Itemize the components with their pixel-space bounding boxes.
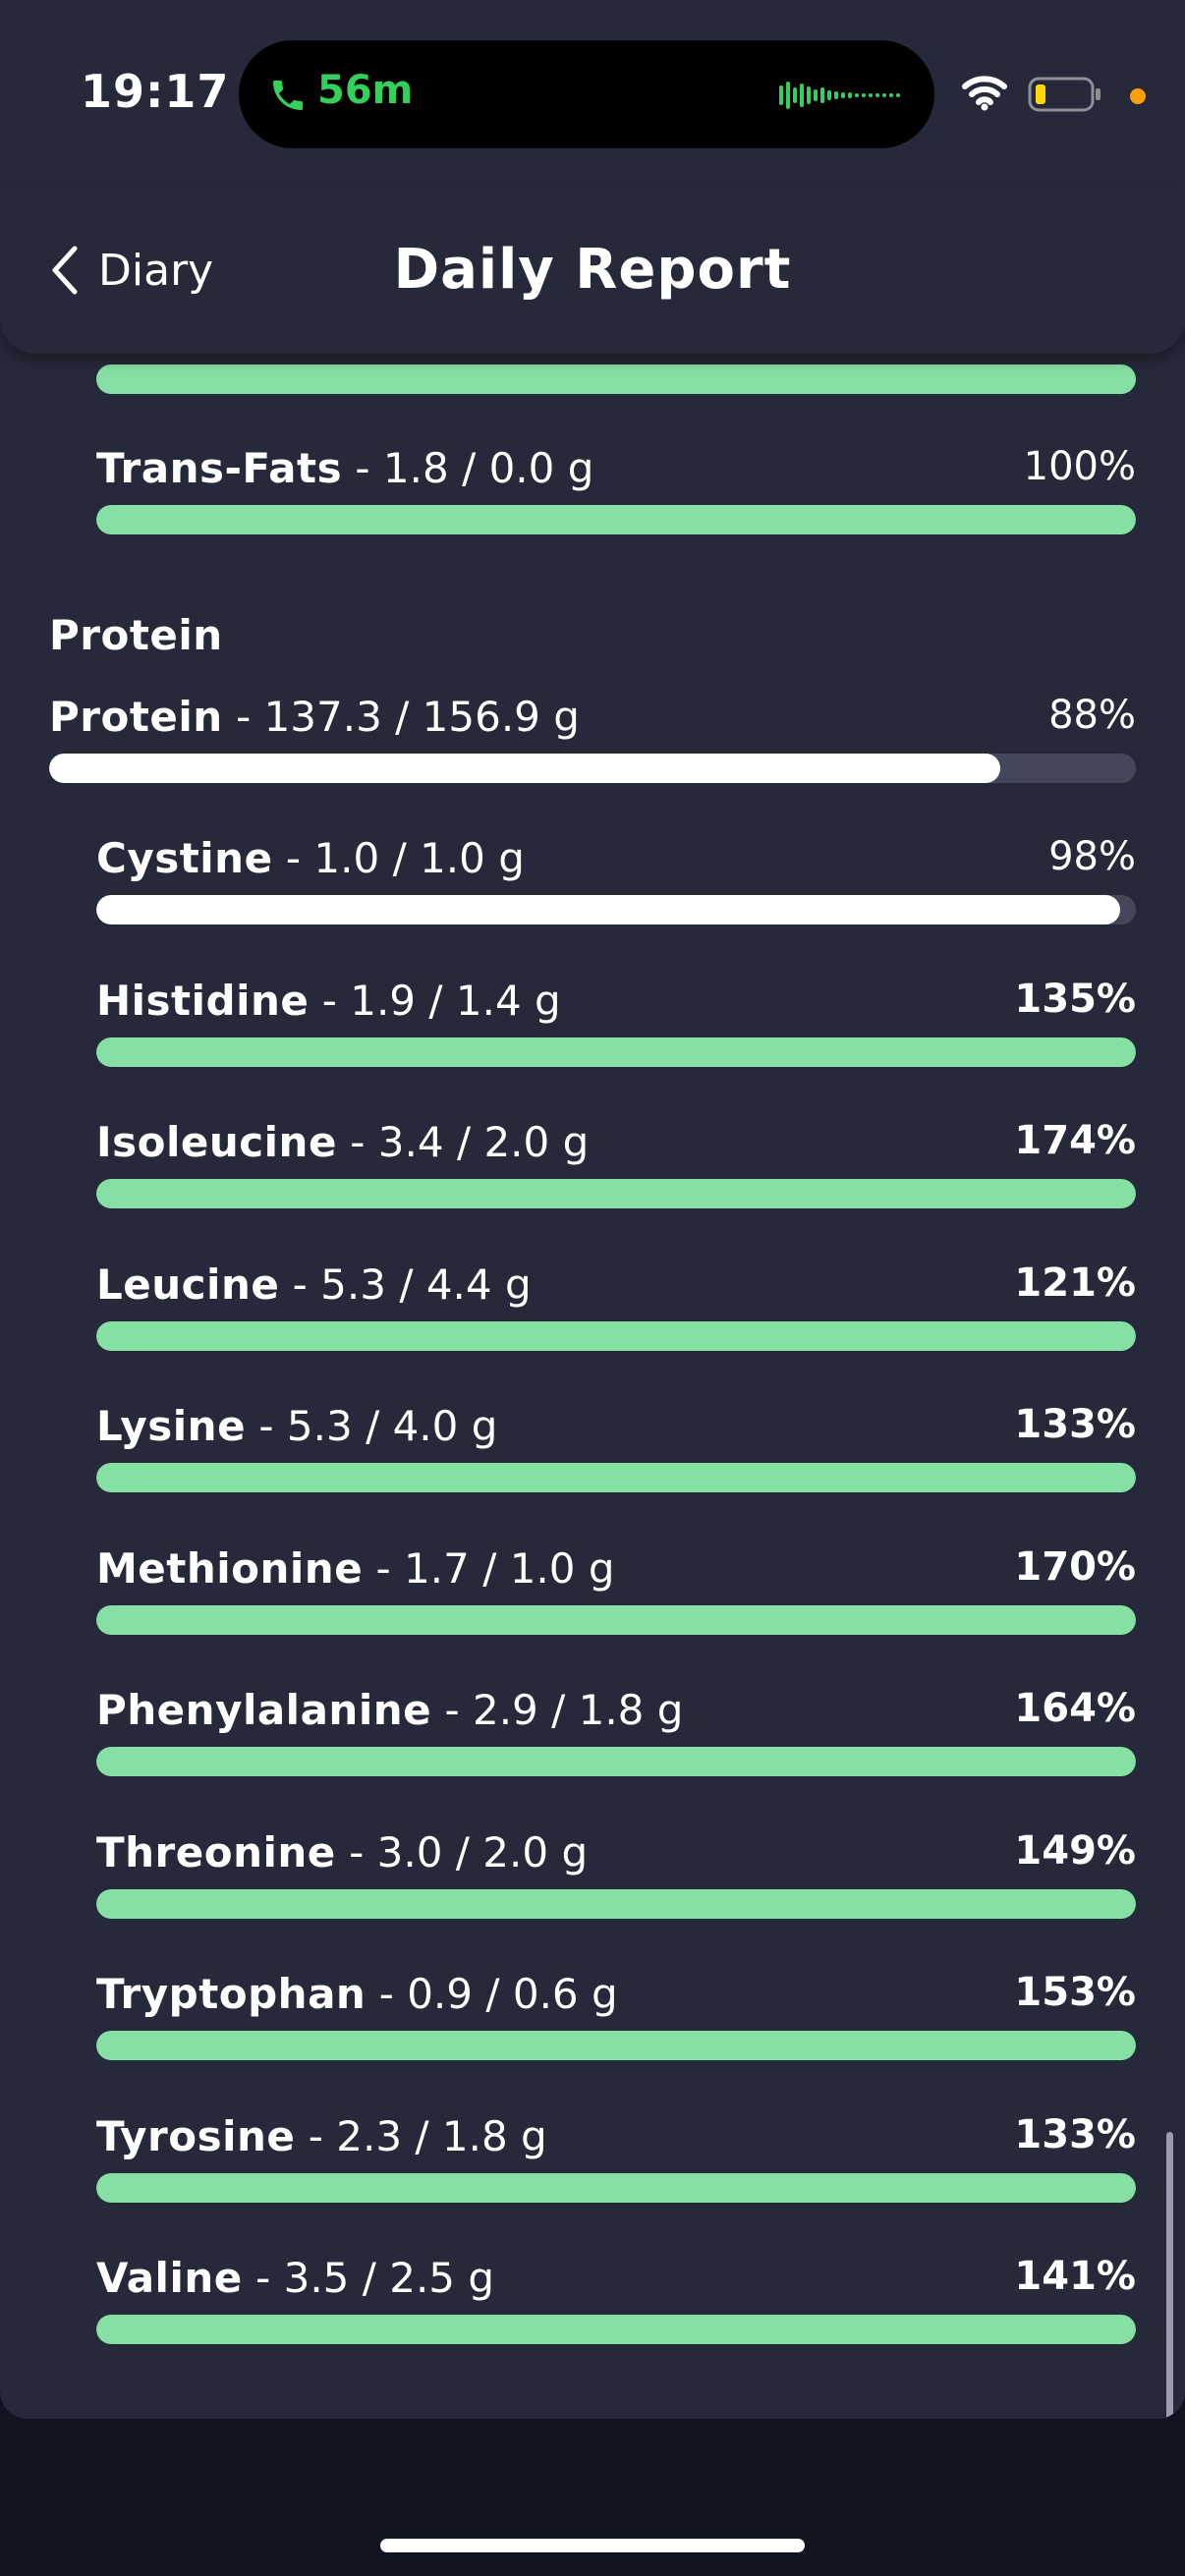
progress-fill (96, 2315, 1136, 2344)
progress-fill (96, 1321, 1136, 1351)
progress-fill (96, 2173, 1136, 2203)
nutrient-list[interactable]: Trans-Fats - 1.8 / 0.0 g 100% Protein Pr… (0, 0, 1185, 2419)
nutrient-row-cystine[interactable]: Cystine - 1.0 / 1.0 g 98% (96, 834, 1136, 924)
nutrient-percent: 121% (1014, 1260, 1136, 1306)
nutrient-row-threonine[interactable]: Threonine - 3.0 / 2.0 g 149% (96, 1828, 1136, 1919)
nutrient-amount: - 3.4 / 2.0 g (336, 1118, 590, 1166)
progress-track (96, 1463, 1136, 1492)
nutrient-percent: 133% (1014, 2112, 1136, 2157)
progress-track (96, 1605, 1136, 1635)
progress-track (96, 2031, 1136, 2060)
nutrient-percent: 133% (1014, 1402, 1136, 1447)
nutrient-name: Protein (49, 693, 223, 741)
nutrient-row-protein-total[interactable]: Protein - 137.3 / 156.9 g 88% (49, 693, 1136, 783)
audio-waveform-icon (779, 82, 900, 109)
nutrient-percent: 135% (1014, 977, 1136, 1022)
progress-fill (96, 1037, 1136, 1067)
battery-icon (1028, 77, 1100, 112)
nutrient-name: Phenylalanine (96, 1686, 432, 1734)
scroll-indicator[interactable] (1166, 2132, 1173, 2419)
nutrient-name: Isoleucine (96, 1118, 337, 1166)
nutrient-name: Tyrosine (96, 2112, 296, 2160)
progress-fill (96, 1889, 1136, 1919)
nutrient-percent: 149% (1014, 1828, 1136, 1874)
nutrient-row-histidine[interactable]: Histidine - 1.9 / 1.4 g 135% (96, 977, 1136, 1067)
nutrient-amount: - 0.9 / 0.6 g (366, 1970, 618, 2018)
nutrient-row-valine[interactable]: Valine - 3.5 / 2.5 g 141% (96, 2254, 1136, 2344)
phone-icon (273, 81, 303, 110)
nutrient-row-trans-fats[interactable]: Trans-Fats - 1.8 / 0.0 g 100% (96, 444, 1136, 534)
nutrient-amount: - 5.3 / 4.4 g (279, 1260, 532, 1309)
navigation-bar: Diary Daily Report (0, 187, 1185, 354)
progress-fill (96, 895, 1121, 924)
progress-track (96, 1179, 1136, 1208)
progress-fill (49, 754, 1000, 783)
section-title-protein: Protein (49, 611, 223, 659)
nutrient-percent: 153% (1014, 1970, 1136, 2015)
nutrient-row-phenylalanine[interactable]: Phenylalanine - 2.9 / 1.8 g 164% (96, 1686, 1136, 1776)
progress-track (96, 1889, 1136, 1919)
status-bar: 19:17 56m (0, 0, 1185, 187)
nutrient-name: Trans-Fats (96, 444, 343, 492)
nutrient-name: Histidine (96, 977, 310, 1025)
nutrient-row-methionine[interactable]: Methionine - 1.7 / 1.0 g 170% (96, 1544, 1136, 1635)
progress-fill (96, 1463, 1136, 1492)
nutrient-name: Methionine (96, 1544, 364, 1593)
progress-track (96, 1321, 1136, 1351)
nutrient-amount: - 1.8 / 0.0 g (342, 444, 594, 492)
nutrient-name: Leucine (96, 1260, 280, 1309)
nutrient-amount: - 2.9 / 1.8 g (431, 1686, 684, 1734)
nutrient-amount: - 5.3 / 4.0 g (246, 1402, 498, 1450)
nutrient-name: Tryptophan (96, 1970, 367, 2018)
progress-fill (96, 1605, 1136, 1635)
nutrient-percent: 141% (1014, 2254, 1136, 2299)
status-time: 19:17 (81, 65, 230, 118)
fats-subitem-progress-bar (96, 364, 1136, 394)
nutrient-amount: - 3.5 / 2.5 g (242, 2254, 495, 2302)
dynamic-island[interactable]: 56m (239, 40, 934, 148)
progress-track (49, 754, 1136, 783)
progress-track (96, 2173, 1136, 2203)
progress-fill (96, 1179, 1136, 1208)
progress-fill (96, 2031, 1136, 2060)
nutrient-name: Lysine (96, 1402, 247, 1450)
nutrient-amount: - 3.0 / 2.0 g (335, 1828, 589, 1876)
progress-fill (96, 505, 1136, 534)
chevron-left-icon (52, 246, 78, 295)
nutrient-name: Cystine (96, 834, 273, 882)
nutrient-amount: - 2.3 / 1.8 g (295, 2112, 547, 2160)
progress-track (96, 895, 1136, 924)
page-title: Daily Report (393, 238, 792, 302)
privacy-indicator-dot (1130, 88, 1146, 104)
nutrient-amount: - 1.0 / 1.0 g (272, 834, 525, 882)
nutrient-row-isoleucine[interactable]: Isoleucine - 3.4 / 2.0 g 174% (96, 1118, 1136, 1208)
home-indicator[interactable] (380, 2539, 805, 2552)
nutrient-amount: - 137.3 / 156.9 g (222, 693, 580, 741)
nutrient-percent: 100% (1023, 444, 1136, 489)
progress-fill (96, 1747, 1136, 1776)
back-label: Diary (98, 245, 214, 296)
call-duration: 56m (317, 68, 414, 113)
nutrient-row-lysine[interactable]: Lysine - 5.3 / 4.0 g 133% (96, 1402, 1136, 1492)
nutrient-percent: 88% (1048, 693, 1136, 738)
progress-track (96, 505, 1136, 534)
nutrient-row-leucine[interactable]: Leucine - 5.3 / 4.4 g 121% (96, 1260, 1136, 1351)
progress-track (96, 1747, 1136, 1776)
progress-track (96, 1037, 1136, 1067)
nutrient-percent: 164% (1014, 1686, 1136, 1731)
nutrient-row-tyrosine[interactable]: Tyrosine - 2.3 / 1.8 g 133% (96, 2112, 1136, 2203)
nutrient-name: Valine (96, 2254, 243, 2302)
nutrient-percent: 98% (1048, 834, 1136, 879)
nutrient-row-tryptophan[interactable]: Tryptophan - 0.9 / 0.6 g 153% (96, 1970, 1136, 2060)
nutrient-percent: 170% (1014, 1544, 1136, 1590)
wifi-icon (962, 76, 1007, 111)
nutrient-amount: - 1.7 / 1.0 g (363, 1544, 615, 1593)
nutrient-name: Threonine (96, 1828, 336, 1876)
report-card: Trans-Fats - 1.8 / 0.0 g 100% Protein Pr… (0, 0, 1185, 2419)
back-button[interactable]: Diary (47, 236, 213, 305)
nutrient-percent: 174% (1014, 1118, 1136, 1163)
nutrient-amount: - 1.9 / 1.4 g (309, 977, 561, 1025)
progress-track (96, 2315, 1136, 2344)
